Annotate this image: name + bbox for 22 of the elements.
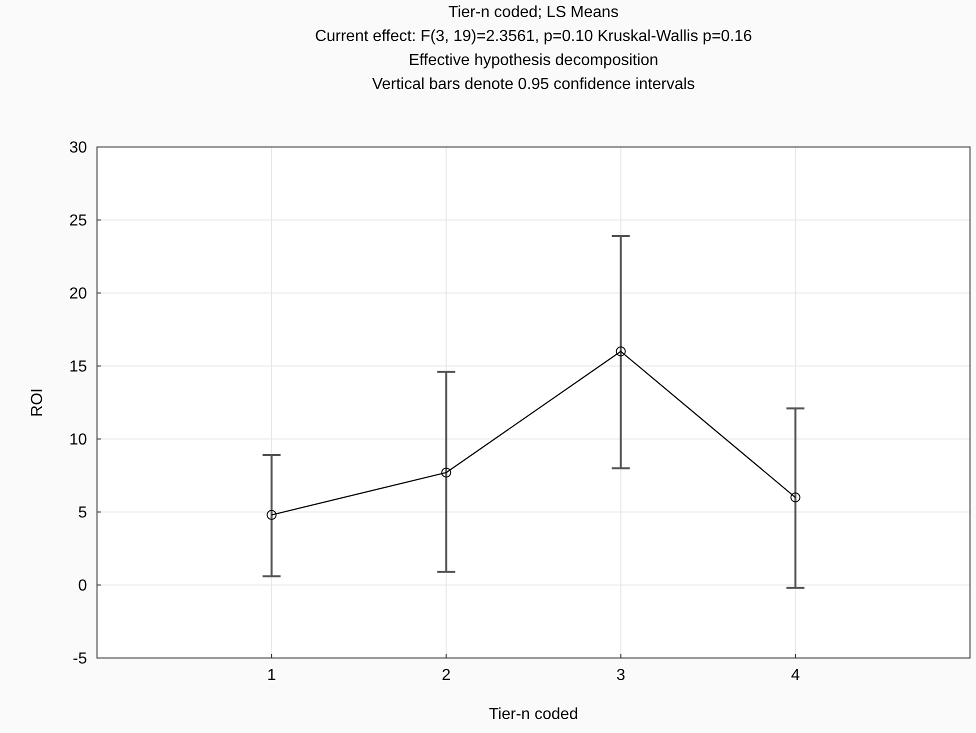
y-tick-label: 30	[69, 140, 88, 157]
y-tick-label: 20	[69, 286, 88, 303]
point	[616, 346, 626, 356]
text: Effective hypothesis decomposition	[408, 52, 658, 69]
x-tick-label: 2	[442, 667, 451, 684]
y-axis-title: ROI	[29, 388, 46, 417]
y-tick-label: -5	[72, 650, 88, 668]
x-axis-title: Tier-n coded	[488, 706, 578, 723]
y-tick-label: 0	[78, 578, 88, 595]
y-tick-label: 25	[69, 212, 88, 230]
chart-subtitle: Current effect: F(3, 19)=2.3561, p=0.10 Kruskal-Wallis p=0.16	[314, 28, 752, 45]
text: Vertical bars denote 0.95 confidence intervals	[372, 76, 695, 93]
y-tick-label: 10	[69, 432, 88, 449]
x-tick-label: 4	[790, 667, 800, 684]
y-tick-label: 5	[78, 504, 88, 522]
point	[266, 510, 277, 520]
chart-title: Tier-n coded; LS Means	[448, 4, 619, 21]
point	[441, 468, 452, 478]
x-tick-label: 1	[267, 667, 276, 684]
x-tick-label: 3	[616, 667, 626, 684]
y-tick-label: 15	[69, 358, 88, 376]
point	[790, 492, 800, 502]
